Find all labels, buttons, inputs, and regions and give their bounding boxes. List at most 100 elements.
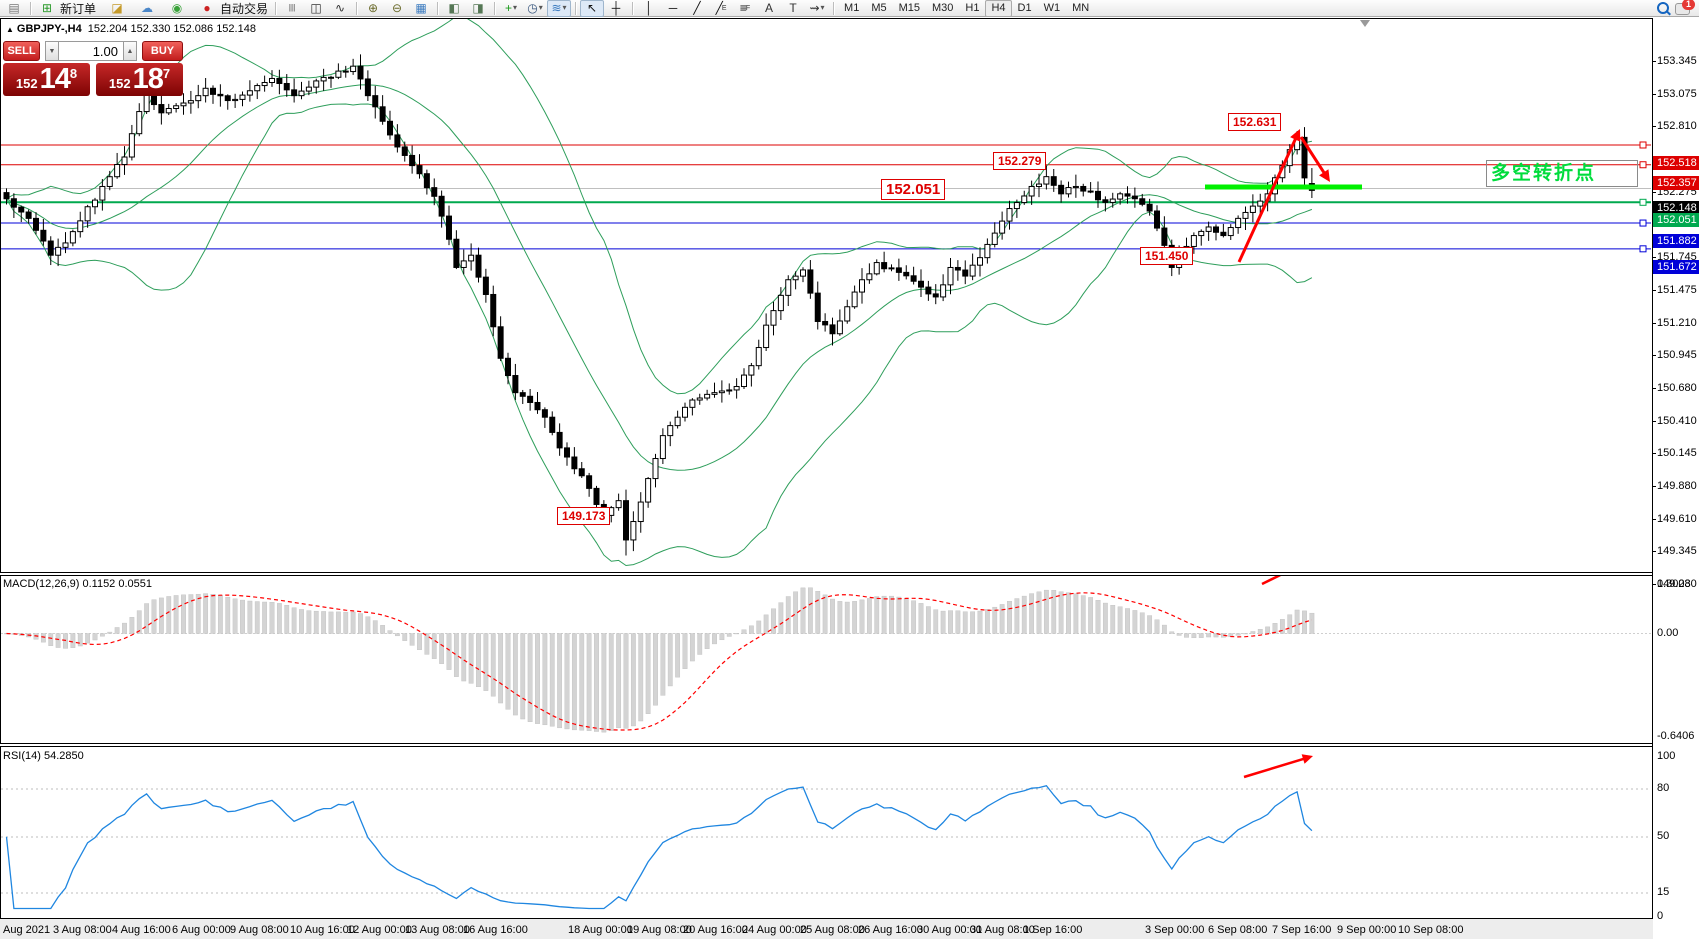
template-icon[interactable]: ≋ ▾ [547, 0, 572, 17]
indicator-scale-label: 100 [1657, 750, 1676, 762]
search-icon[interactable] [1657, 2, 1669, 14]
volume-increase-button[interactable]: ▲ [123, 41, 137, 61]
text-icon[interactable]: A [757, 0, 781, 17]
crosshair-icon[interactable]: ┼ [604, 0, 628, 17]
chart-canvas[interactable] [0, 18, 1699, 939]
trendline-icon[interactable]: ╱ [685, 0, 709, 17]
price-highlight-label: 152.357 [1653, 175, 1699, 190]
timeframe-m30[interactable]: M30 [932, 1, 954, 14]
price-callout: 149.173 [557, 507, 611, 525]
buy-price-display[interactable]: 152 18 7 [96, 63, 183, 96]
toolbar-separator [575, 1, 577, 15]
price-tick-label: 150.945 [1653, 349, 1697, 362]
indicator-scale-label: 15 [1657, 886, 1670, 898]
sell-price-pips: 14 [39, 63, 71, 95]
price-tick-label: 149.080 [1653, 578, 1697, 590]
volume-input[interactable] [59, 41, 123, 61]
time-tick-label: 9 Aug 08:00 [230, 924, 289, 936]
buy-button[interactable]: BUY [142, 41, 183, 61]
new-order-icon[interactable]: ⊞ [35, 0, 59, 17]
price-tick-label: 149.610 [1653, 512, 1697, 525]
price-highlight-label: 152.148 [1653, 201, 1699, 216]
timeframe-w1[interactable]: W1 [1043, 1, 1061, 14]
time-tick-label: 4 Aug 16:00 [112, 924, 171, 936]
timeframe-m15[interactable]: M15 [898, 1, 920, 14]
arrows-shapes-icon[interactable]: ⇝ ▾ [805, 0, 829, 17]
equidistant-channel-icon[interactable]: ╱ E [709, 0, 733, 17]
dropdown-caret-icon[interactable]: ▾ [562, 3, 567, 12]
autotrading-label[interactable]: 自动交易 [220, 1, 269, 16]
ohlc-values: 152.204 152.330 152.086 152.148 [87, 23, 256, 35]
tile-windows-icon[interactable]: ▦ [409, 0, 433, 17]
time-tick-label: 31 Aug 08:00 [970, 924, 1035, 936]
horizontal-line-icon: ─ [668, 1, 678, 15]
time-tick-label: 26 Aug 16:00 [858, 924, 923, 936]
chart-window-icon: ▤ [8, 1, 20, 15]
timeframe-d1[interactable]: D1 [1017, 1, 1032, 14]
zoom-in-icon: ⊕ [368, 1, 379, 15]
volume-decrease-button[interactable]: ▼ [45, 41, 59, 61]
signal-icon[interactable]: ◉ [165, 0, 189, 17]
line-chart-icon: ∿ [335, 1, 346, 15]
eraser-icon[interactable]: ◪ [105, 0, 129, 17]
text-icon: A [765, 1, 774, 15]
chart-window-icon[interactable]: ▤ [2, 0, 26, 17]
price-tick-label: 149.880 [1653, 479, 1697, 492]
sell-price-display[interactable]: 152 14 8 [3, 63, 90, 96]
time-tick-label: 20 Aug 16:00 [683, 924, 748, 936]
chart-header: ▲ GBPJPY-,H4 152.204 152.330 152.086 152.1… [6, 23, 256, 35]
step-forward-icon: ◨ [472, 1, 484, 15]
step-forward-icon[interactable]: ◨ [466, 0, 490, 17]
timeframe-m1[interactable]: M1 [844, 1, 860, 14]
macd-label: MACD(12,26,9) 0.1152 0.0551 [3, 578, 152, 590]
vertical-line-icon[interactable]: │ [637, 0, 661, 17]
dropdown-caret-icon[interactable]: ▾ [513, 3, 518, 12]
timeframe-h1[interactable]: H1 [965, 1, 980, 14]
time-tick-label: 9 Sep 00:00 [1337, 924, 1397, 936]
cursor-icon[interactable]: ↖ [580, 0, 605, 17]
line-chart-icon[interactable]: ∿ [328, 0, 352, 17]
price-callout: 152.279 [993, 152, 1047, 170]
price-tick-label: 150.410 [1653, 414, 1697, 427]
new-order-label[interactable]: 新订单 [60, 1, 97, 16]
tile-windows-icon: ▦ [415, 1, 427, 15]
sell-button[interactable]: SELL [3, 41, 40, 61]
bar-chart-icon: ||| [288, 3, 296, 12]
candlestick-chart-icon[interactable]: ◫ [304, 0, 328, 17]
one-click-trading-panel: SELL ▼ ▲ BUY 152 14 8 152 18 7 [3, 41, 193, 96]
time-tick-label: 6 Aug 00:00 [172, 924, 231, 936]
price-callout: 151.450 [1140, 247, 1194, 265]
chart-shift-marker[interactable] [1360, 20, 1370, 27]
price-highlight-label: 151.672 [1653, 259, 1699, 274]
zoom-in-icon[interactable]: ⊕ [361, 0, 385, 17]
buy-price-point: 7 [162, 66, 171, 81]
timeframe-mn[interactable]: MN [1072, 1, 1090, 14]
price-callout: 152.051 [881, 179, 946, 200]
text-label-icon[interactable]: T [781, 0, 805, 17]
zoom-out-icon[interactable]: ⊖ [385, 0, 409, 17]
cloud-icon[interactable]: ☁ [135, 0, 159, 17]
period-icon[interactable]: ◷ ▾ [523, 0, 547, 17]
dropdown-caret-icon[interactable]: ▾ [538, 3, 543, 12]
tool-subletter: E [721, 4, 727, 12]
auto-arrange-icon[interactable]: ◧ [442, 0, 466, 17]
notifications-icon[interactable]: 1 [1675, 0, 1695, 15]
horizontal-line-icon[interactable]: ─ [661, 0, 685, 17]
arrows-shapes-icon: ⇝ [809, 1, 820, 15]
price-tick-label: 151.210 [1653, 316, 1697, 329]
time-tick-label: 12 Aug 00:00 [347, 924, 412, 936]
candlestick-chart-icon: ◫ [310, 1, 322, 15]
time-tick-label: 24 Aug 00:00 [742, 924, 807, 936]
indicator-scale-label: 0.00 [1657, 626, 1679, 639]
autotrading-icon[interactable]: ● [195, 0, 219, 17]
time-axis[interactable]: Aug 2021 3 Aug 08:00 4 Aug 16:00 6 Aug 00:0… [0, 919, 1653, 939]
timeframe-m5[interactable]: M5 [871, 1, 887, 14]
dropdown-caret-icon[interactable]: ▾ [820, 3, 825, 12]
toolbar: ▤ ⊞ 新订单 ◪ ☁ ◉ ● 自动交易 ||| ◫ ∿ ⊕ ⊖ ▦ ◧ ◨ + ▾ ◷ ▾ ≋ ▾ ↖ ┼ │ ─ ╱ ╱ E ≡ F A T… [0, 0, 1699, 17]
fibonacci-icon[interactable]: ≡ F [733, 0, 757, 17]
add-indicator-icon[interactable]: + ▾ [499, 0, 523, 17]
bar-chart-icon[interactable]: ||| [280, 0, 304, 17]
timeframe-h4[interactable]: H4 [985, 0, 1012, 17]
price-tick-label: 150.145 [1653, 447, 1697, 460]
price-axis[interactable]: 153.345153.075152.810152.275152.010151.7… [1653, 18, 1699, 919]
